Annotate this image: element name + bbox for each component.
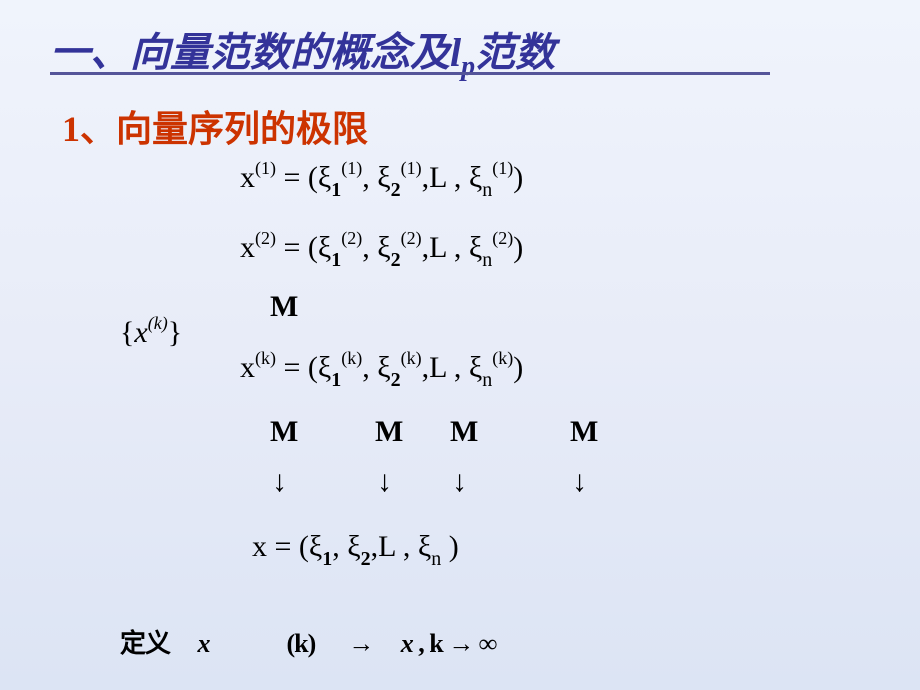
rx-xi1: ξ: [309, 530, 322, 563]
r1-xi2: ξ: [377, 161, 390, 194]
r2-p2: (2): [401, 228, 422, 248]
brace-open: {: [120, 316, 134, 349]
rk-x: x: [240, 351, 255, 384]
rx-xi2: ξ: [347, 530, 360, 563]
r2-end: ): [513, 231, 523, 264]
section-subtitle: 1、向量序列的极限: [62, 100, 368, 152]
vdots-m4: M: [570, 415, 598, 449]
equation-row-1: x(1) = (ξ1(1), ξ2(1),L , ξn(1)): [240, 160, 523, 200]
rk-c1: ,: [362, 351, 377, 384]
rx-c1: ,: [332, 530, 347, 563]
r1-eq: = (: [276, 161, 318, 194]
rx-end: ): [441, 530, 459, 563]
rk-L: ,L ,: [422, 351, 469, 384]
r2-pn: (2): [492, 228, 513, 248]
r2-c1: ,: [362, 231, 377, 264]
rk-s2: 2: [391, 369, 401, 391]
rk-p1: (k): [341, 348, 362, 368]
rx-eq: = (: [267, 530, 309, 563]
rx-sn: n: [431, 548, 441, 570]
rk-end: ): [513, 351, 523, 384]
rx-s2: 2: [361, 548, 371, 570]
r1-x: x: [240, 161, 255, 194]
r1-xin: ξ: [469, 161, 482, 194]
r2-s1: 1: [331, 249, 341, 271]
r1-xi1: ξ: [318, 161, 331, 194]
r1-sup: (1): [255, 158, 276, 178]
r1-p1: (1): [341, 158, 362, 178]
r2-xi1: ξ: [318, 231, 331, 264]
rx-x: x: [252, 530, 267, 563]
rk-xi1: ξ: [318, 351, 331, 384]
brace-close: }: [168, 316, 182, 349]
rk-sup: (k): [255, 348, 276, 368]
down-arrow-2: ↓: [377, 465, 392, 499]
rk-s1: 1: [331, 369, 341, 391]
r1-L: ,L ,: [422, 161, 469, 194]
down-arrow-3: ↓: [452, 465, 467, 499]
r2-xin: ξ: [469, 231, 482, 264]
r1-pn: (1): [492, 158, 513, 178]
g-def: 定义: [120, 629, 170, 658]
seq-x: x: [134, 316, 147, 349]
title-underline: [50, 72, 770, 75]
r1-s1: 1: [331, 179, 341, 201]
r1-p2: (1): [401, 158, 422, 178]
r2-sn: n: [482, 249, 492, 271]
title-lp-p: p: [461, 51, 475, 82]
r2-L: ,L ,: [422, 231, 469, 264]
g-x2: x: [401, 629, 413, 658]
r2-s2: 2: [391, 249, 401, 271]
g-sup: (k): [287, 629, 316, 658]
r2-xi2: ξ: [377, 231, 390, 264]
r2-sup: (2): [255, 228, 276, 248]
r1-end: ): [513, 161, 523, 194]
rk-pn: (k): [492, 348, 513, 368]
bottom-overlap-text: 定义 x (k) → x , k → ∞: [120, 623, 496, 660]
rx-s1: 1: [322, 548, 332, 570]
r2-p1: (2): [341, 228, 362, 248]
title-text-1: 一、向量范数的概念及: [50, 30, 450, 75]
vdots-m3: M: [450, 415, 478, 449]
r2-eq: = (: [276, 231, 318, 264]
rk-eq: = (: [276, 351, 318, 384]
rk-xi2: ξ: [377, 351, 390, 384]
g-x1: x: [198, 629, 210, 658]
r1-sn: n: [482, 179, 492, 201]
equation-row-k: x(k) = (ξ1(k), ξ2(k),L , ξn(k)): [240, 350, 523, 390]
vdots-1: M: [270, 290, 298, 324]
sequence-notation: {x(k)}: [120, 315, 182, 350]
vdots-m2: M: [375, 415, 403, 449]
vdots-m1: M: [270, 415, 298, 449]
title-lp-l: l: [450, 30, 461, 75]
g-kinf: , k → ∞: [418, 629, 496, 658]
seq-sup: (k): [148, 313, 168, 333]
g-arrow: →: [348, 629, 373, 658]
down-arrow-4: ↓: [572, 465, 587, 499]
r1-c1: ,: [362, 161, 377, 194]
rk-sn: n: [482, 369, 492, 391]
rk-p2: (k): [401, 348, 422, 368]
rk-xin: ξ: [469, 351, 482, 384]
down-arrow-1: ↓: [272, 465, 287, 499]
r2-x: x: [240, 231, 255, 264]
equation-row-limit: x = (ξ1, ξ2,L , ξn ): [252, 530, 459, 569]
equation-row-2: x(2) = (ξ1(2), ξ2(2),L , ξn(2)): [240, 230, 523, 270]
r1-s2: 2: [391, 179, 401, 201]
title-text-2: 范数: [475, 30, 555, 75]
rx-L: ,L ,: [371, 530, 418, 563]
rx-xin: ξ: [418, 530, 431, 563]
